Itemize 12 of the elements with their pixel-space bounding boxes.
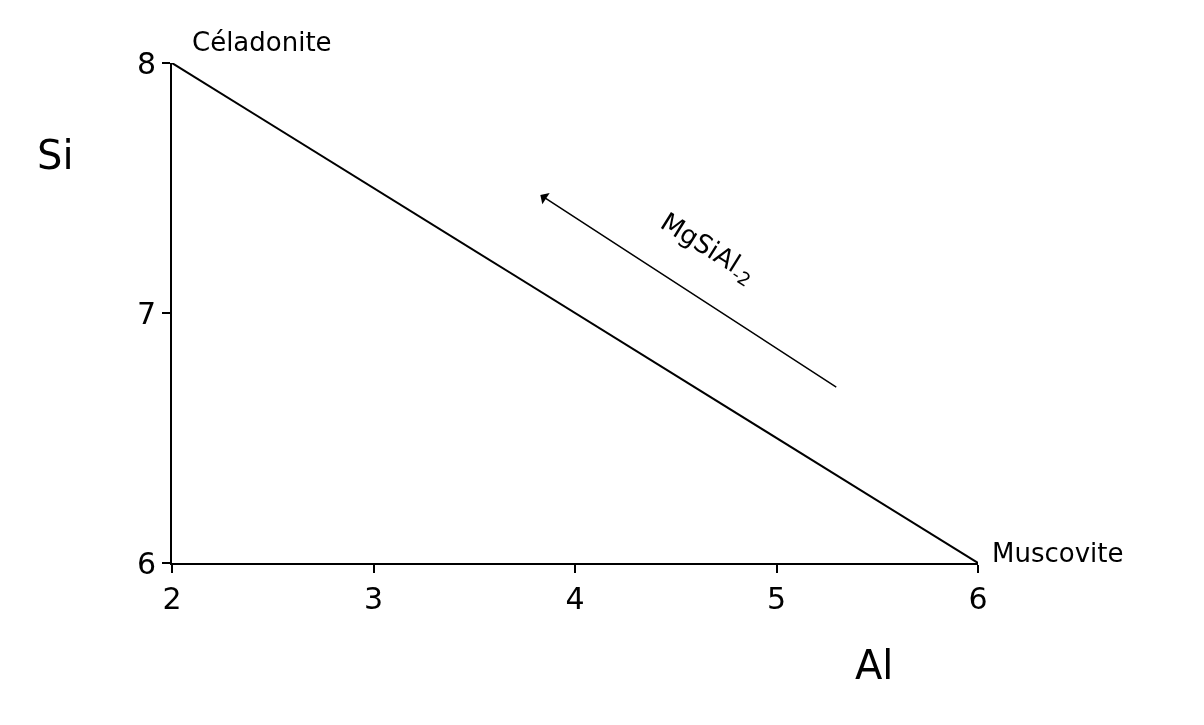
annotation: Céladonite — [192, 27, 332, 57]
y-tick-label: 8 — [136, 45, 156, 81]
x-tick-label: 5 — [766, 581, 787, 616]
y-tick-label: 7 — [136, 295, 156, 331]
x-axis-title: Al — [855, 642, 894, 688]
x-tick-label: 4 — [565, 581, 585, 616]
x-tick-label: 3 — [363, 581, 384, 616]
annotation: Muscovite — [992, 538, 1124, 568]
x-tick-label: 6 — [968, 581, 988, 616]
x-tick-label: 2 — [162, 581, 182, 616]
y-tick-label: 6 — [136, 545, 156, 581]
y-axis-title: Si — [37, 132, 74, 178]
